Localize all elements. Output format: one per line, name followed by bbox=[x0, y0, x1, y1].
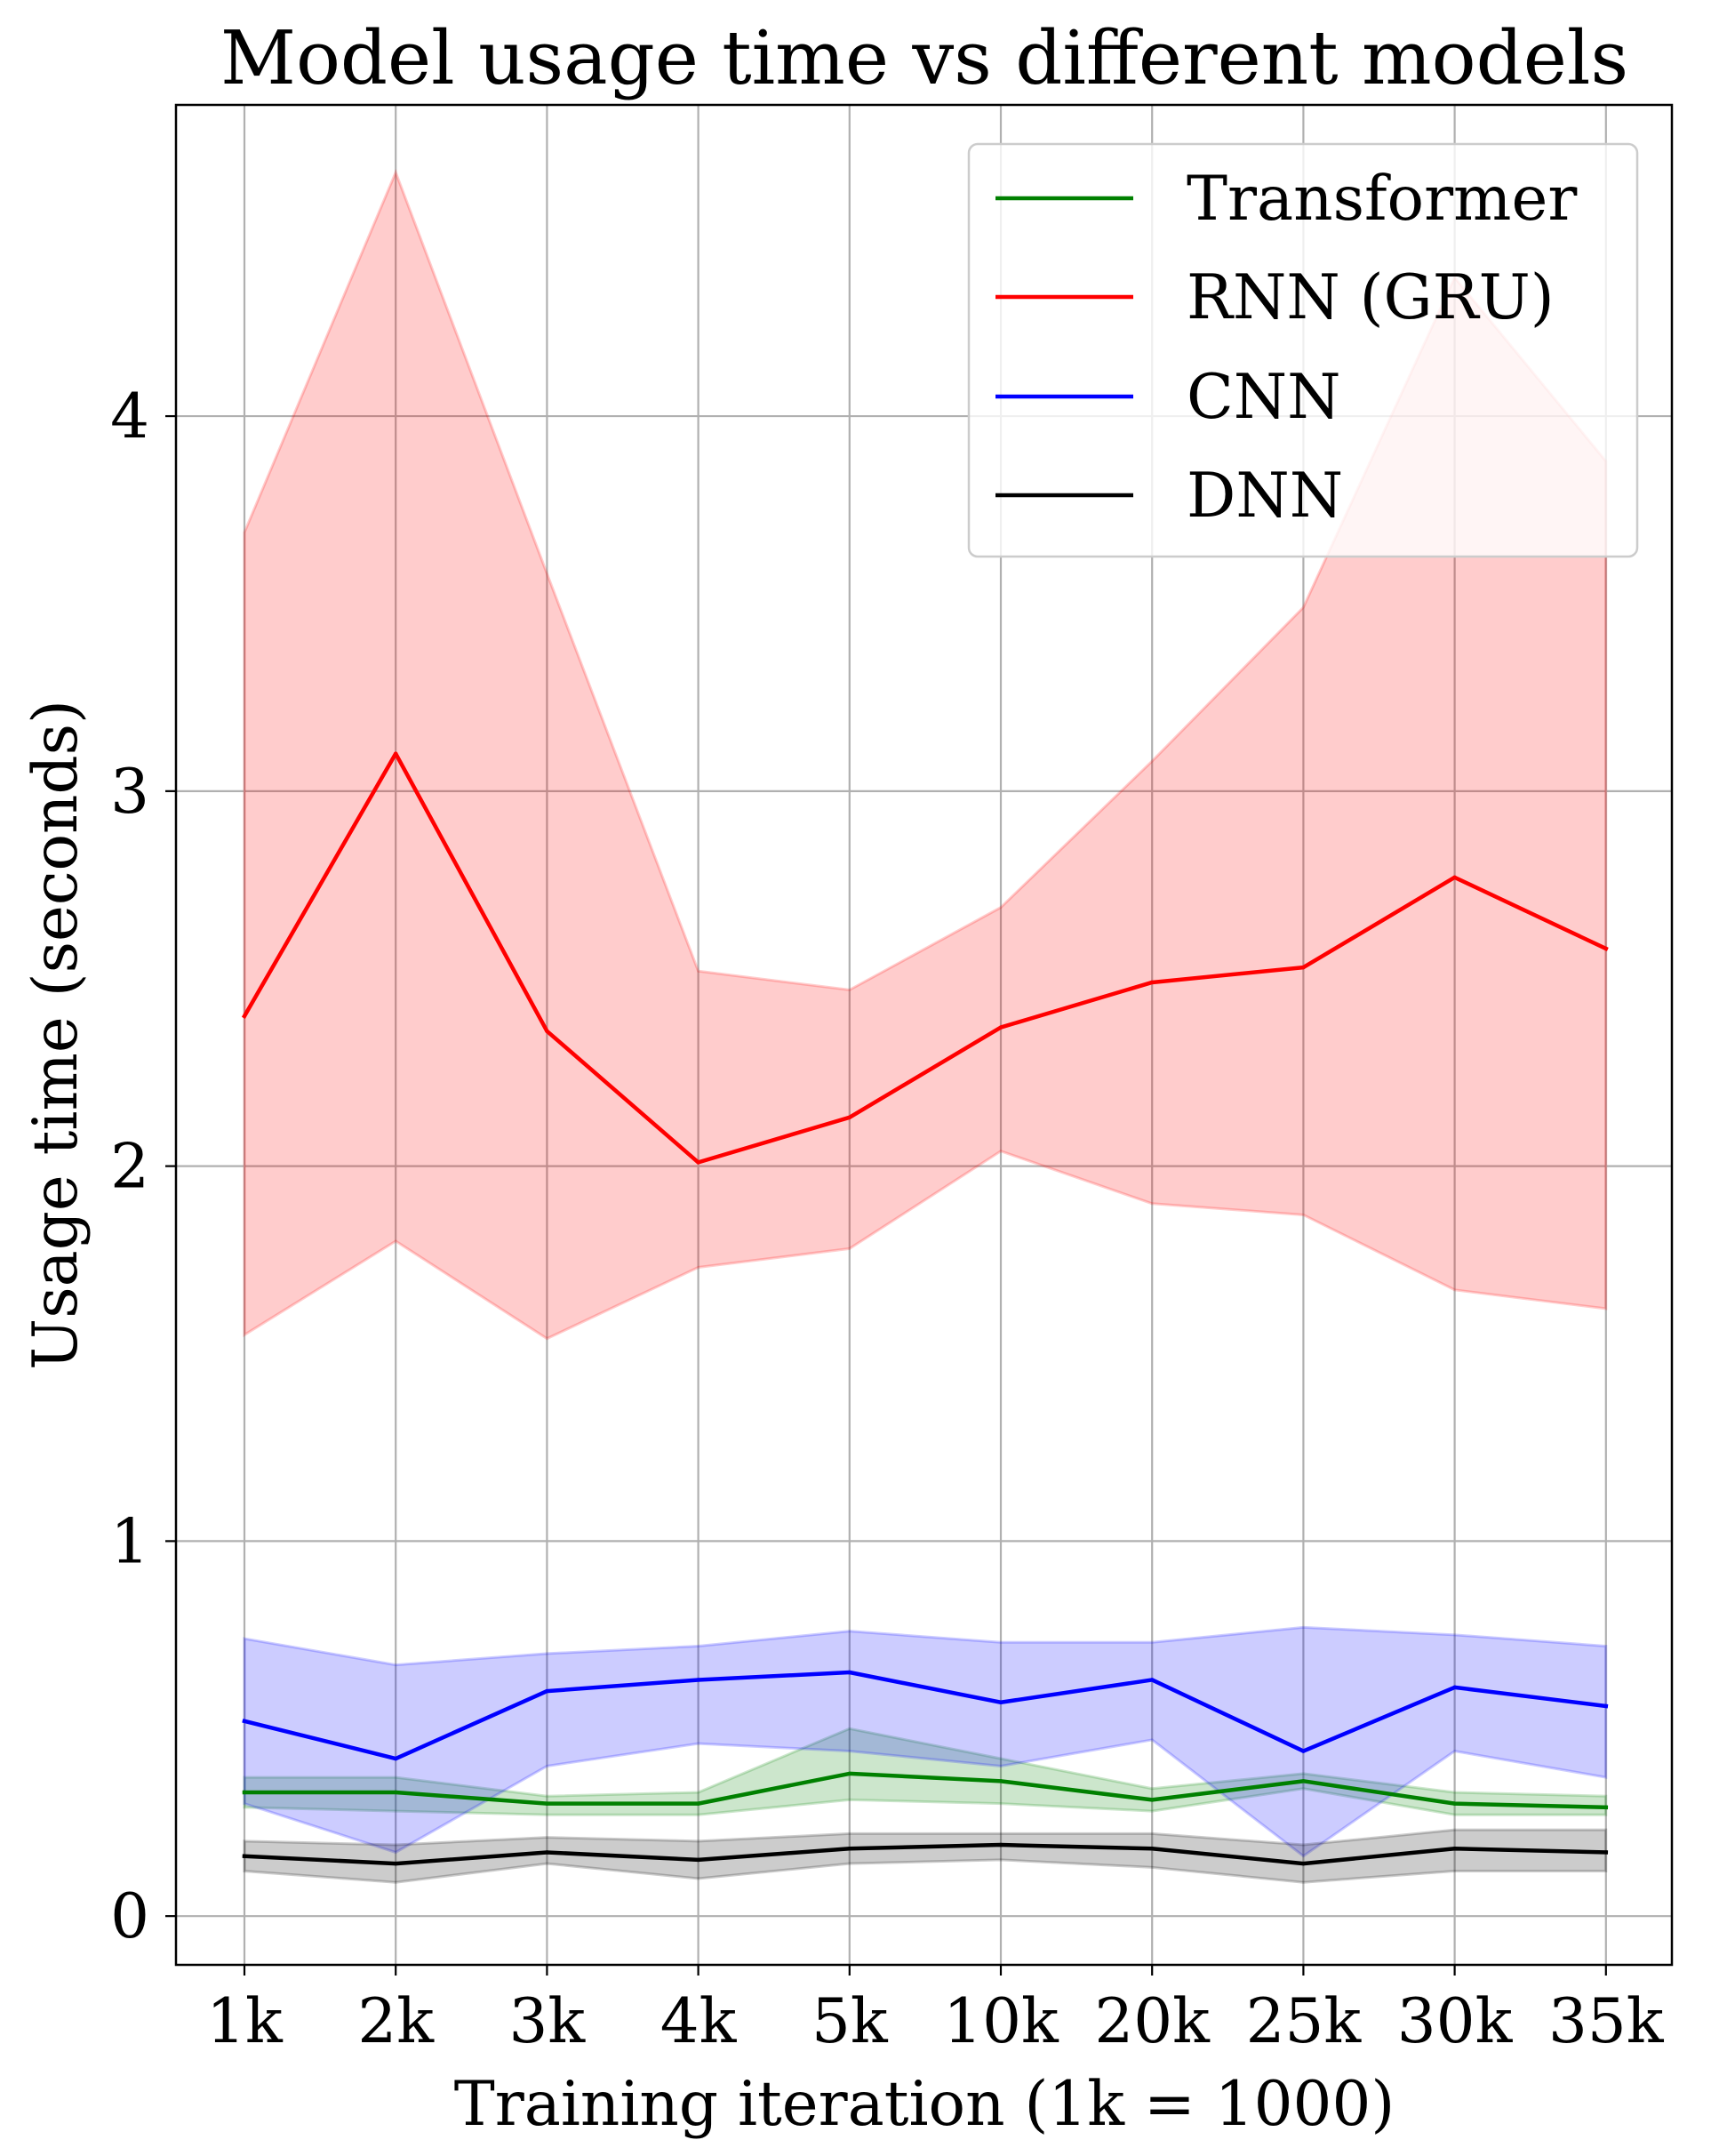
x-tick-label-3k: 3k bbox=[509, 1986, 587, 2057]
series-lines bbox=[241, 751, 1609, 1866]
point-transformer-30k bbox=[1452, 1801, 1457, 1806]
x-tick-label-2k: 2k bbox=[357, 1986, 435, 2057]
point-cnn-10k bbox=[998, 1700, 1003, 1704]
point-transformer-1k bbox=[242, 1790, 247, 1795]
point-cnn-30k bbox=[1452, 1685, 1457, 1690]
point-transformer-10k bbox=[998, 1779, 1003, 1783]
y-tick-label-2: 2 bbox=[110, 1132, 149, 1203]
y-tick-label-0: 0 bbox=[110, 1881, 149, 1952]
legend: Transformer RNN (GRU) CNN DNN bbox=[967, 142, 1639, 558]
point-rnn-gru-30k bbox=[1452, 875, 1457, 880]
point-cnn-25k bbox=[1301, 1749, 1306, 1753]
point-dnn-35k bbox=[1603, 1850, 1609, 1855]
legend-label-transformer: Transformer bbox=[1187, 164, 1577, 235]
point-cnn-3k bbox=[545, 1688, 549, 1694]
point-dnn-5k bbox=[847, 1847, 852, 1851]
point-cnn-4k bbox=[696, 1678, 700, 1682]
legend-label-rnn-gru: RNN (GRU) bbox=[1187, 262, 1555, 333]
series-line-transformer bbox=[242, 1771, 1609, 1810]
point-dnn-20k bbox=[1150, 1847, 1155, 1851]
legend-label-cnn: CNN bbox=[1187, 362, 1341, 433]
point-rnn-gru-5k bbox=[847, 1115, 852, 1119]
series-line-rnn-gru bbox=[241, 751, 1609, 1165]
y-tick-label-1: 1 bbox=[110, 1506, 149, 1577]
point-dnn-4k bbox=[696, 1857, 700, 1863]
axis-ticks: 1k 2k 3k 4k 5k 10k 20k 25k 30k 35k 0 1 2 3 4 bbox=[110, 381, 1665, 2057]
point-cnn-35k bbox=[1603, 1703, 1609, 1709]
band-transformer bbox=[243, 1727, 1608, 1816]
confidence-bands bbox=[243, 168, 1608, 1884]
band-cnn bbox=[243, 1625, 1608, 1858]
point-rnn-gru-20k bbox=[1150, 980, 1155, 985]
y-axis-label: Usage time (seconds) bbox=[20, 700, 92, 1370]
point-cnn-2k bbox=[394, 1756, 398, 1761]
point-rnn-gru-1k bbox=[242, 1014, 247, 1019]
plot-frame bbox=[174, 103, 1674, 1967]
point-dnn-30k bbox=[1452, 1847, 1457, 1851]
x-axis-label: Training iteration (1k = 1000) bbox=[454, 2069, 1395, 2140]
band-rnn-gru bbox=[243, 168, 1608, 1341]
point-dnn-25k bbox=[1301, 1861, 1306, 1866]
point-cnn-5k bbox=[847, 1670, 852, 1675]
point-cnn-1k bbox=[242, 1719, 247, 1724]
legend-box bbox=[967, 142, 1639, 558]
point-dnn-3k bbox=[545, 1850, 549, 1855]
point-rnn-gru-4k bbox=[696, 1160, 700, 1165]
series-line-dnn bbox=[242, 1842, 1609, 1866]
x-tick-label-1k: 1k bbox=[206, 1986, 284, 2057]
x-tick-label-35k: 35k bbox=[1548, 1986, 1665, 2057]
point-transformer-20k bbox=[1150, 1798, 1155, 1802]
x-tick-label-20k: 20k bbox=[1094, 1986, 1211, 2057]
point-transformer-25k bbox=[1301, 1779, 1306, 1783]
point-transformer-3k bbox=[545, 1801, 549, 1806]
point-rnn-gru-3k bbox=[545, 1029, 549, 1033]
point-transformer-5k bbox=[847, 1771, 852, 1776]
point-rnn-gru-10k bbox=[998, 1025, 1003, 1030]
series-line-cnn bbox=[242, 1670, 1609, 1761]
point-transformer-4k bbox=[696, 1801, 700, 1806]
point-dnn-10k bbox=[998, 1842, 1003, 1847]
x-tick-label-5k: 5k bbox=[812, 1986, 889, 2057]
y-tick-label-4: 4 bbox=[110, 381, 149, 453]
point-transformer-2k bbox=[394, 1790, 398, 1795]
legend-label-dnn: DNN bbox=[1187, 461, 1343, 532]
point-cnn-20k bbox=[1150, 1678, 1155, 1682]
point-dnn-2k bbox=[394, 1861, 398, 1866]
x-tick-label-4k: 4k bbox=[660, 1986, 738, 2057]
point-rnn-gru-2k bbox=[394, 751, 398, 756]
point-rnn-gru-25k bbox=[1301, 965, 1306, 970]
chart-title: Model usage time vs different models bbox=[220, 15, 1628, 101]
point-rnn-gru-35k bbox=[1603, 946, 1609, 951]
x-tick-label-30k: 30k bbox=[1397, 1986, 1514, 2057]
point-dnn-1k bbox=[242, 1854, 247, 1858]
x-tick-label-10k: 10k bbox=[943, 1986, 1059, 2057]
y-tick-label-3: 3 bbox=[110, 757, 149, 828]
x-tick-label-25k: 25k bbox=[1246, 1986, 1363, 2057]
band-dnn bbox=[243, 1828, 1608, 1884]
point-transformer-35k bbox=[1603, 1805, 1609, 1810]
